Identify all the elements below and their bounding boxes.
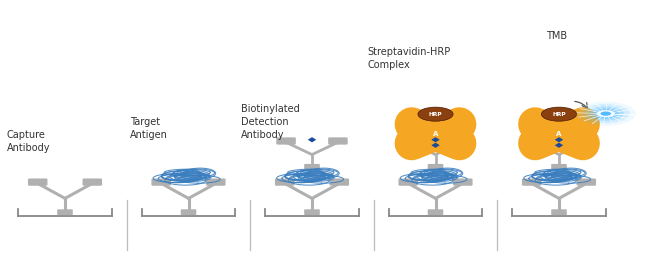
FancyBboxPatch shape xyxy=(328,137,348,145)
FancyBboxPatch shape xyxy=(523,137,543,145)
FancyBboxPatch shape xyxy=(577,178,596,186)
Circle shape xyxy=(588,106,624,121)
Text: Biotinylated
Detection
Antibody: Biotinylated Detection Antibody xyxy=(240,104,299,140)
FancyBboxPatch shape xyxy=(275,178,294,186)
FancyBboxPatch shape xyxy=(551,164,567,170)
Text: A: A xyxy=(556,131,562,137)
Circle shape xyxy=(582,104,630,123)
Polygon shape xyxy=(432,143,439,148)
Text: TMB: TMB xyxy=(546,31,567,41)
Polygon shape xyxy=(308,137,316,142)
FancyBboxPatch shape xyxy=(575,137,595,145)
FancyBboxPatch shape xyxy=(206,178,226,186)
FancyBboxPatch shape xyxy=(304,164,320,170)
Text: A: A xyxy=(433,131,438,137)
Circle shape xyxy=(541,107,577,121)
FancyBboxPatch shape xyxy=(453,178,473,186)
Text: Target
Antigen: Target Antigen xyxy=(130,117,168,140)
FancyBboxPatch shape xyxy=(400,137,419,145)
Text: Streptavidin-HRP
Complex: Streptavidin-HRP Complex xyxy=(367,47,450,70)
FancyBboxPatch shape xyxy=(428,164,443,170)
FancyBboxPatch shape xyxy=(452,137,471,145)
Circle shape xyxy=(597,110,615,117)
FancyBboxPatch shape xyxy=(57,209,73,215)
Text: HRP: HRP xyxy=(552,112,566,117)
Circle shape xyxy=(418,107,453,121)
FancyBboxPatch shape xyxy=(522,178,541,186)
FancyBboxPatch shape xyxy=(28,178,47,186)
FancyBboxPatch shape xyxy=(151,178,171,186)
FancyBboxPatch shape xyxy=(304,209,320,215)
Circle shape xyxy=(601,112,611,116)
Polygon shape xyxy=(432,137,439,142)
FancyBboxPatch shape xyxy=(181,209,196,215)
FancyBboxPatch shape xyxy=(398,178,418,186)
Text: Capture
Antibody: Capture Antibody xyxy=(6,130,50,153)
FancyBboxPatch shape xyxy=(330,178,349,186)
Circle shape xyxy=(593,109,618,119)
FancyBboxPatch shape xyxy=(276,137,296,145)
FancyBboxPatch shape xyxy=(551,209,567,215)
Polygon shape xyxy=(554,137,563,142)
Polygon shape xyxy=(554,143,563,148)
Text: HRP: HRP xyxy=(429,112,442,117)
Circle shape xyxy=(576,102,636,126)
FancyBboxPatch shape xyxy=(428,209,443,215)
FancyBboxPatch shape xyxy=(83,178,102,186)
